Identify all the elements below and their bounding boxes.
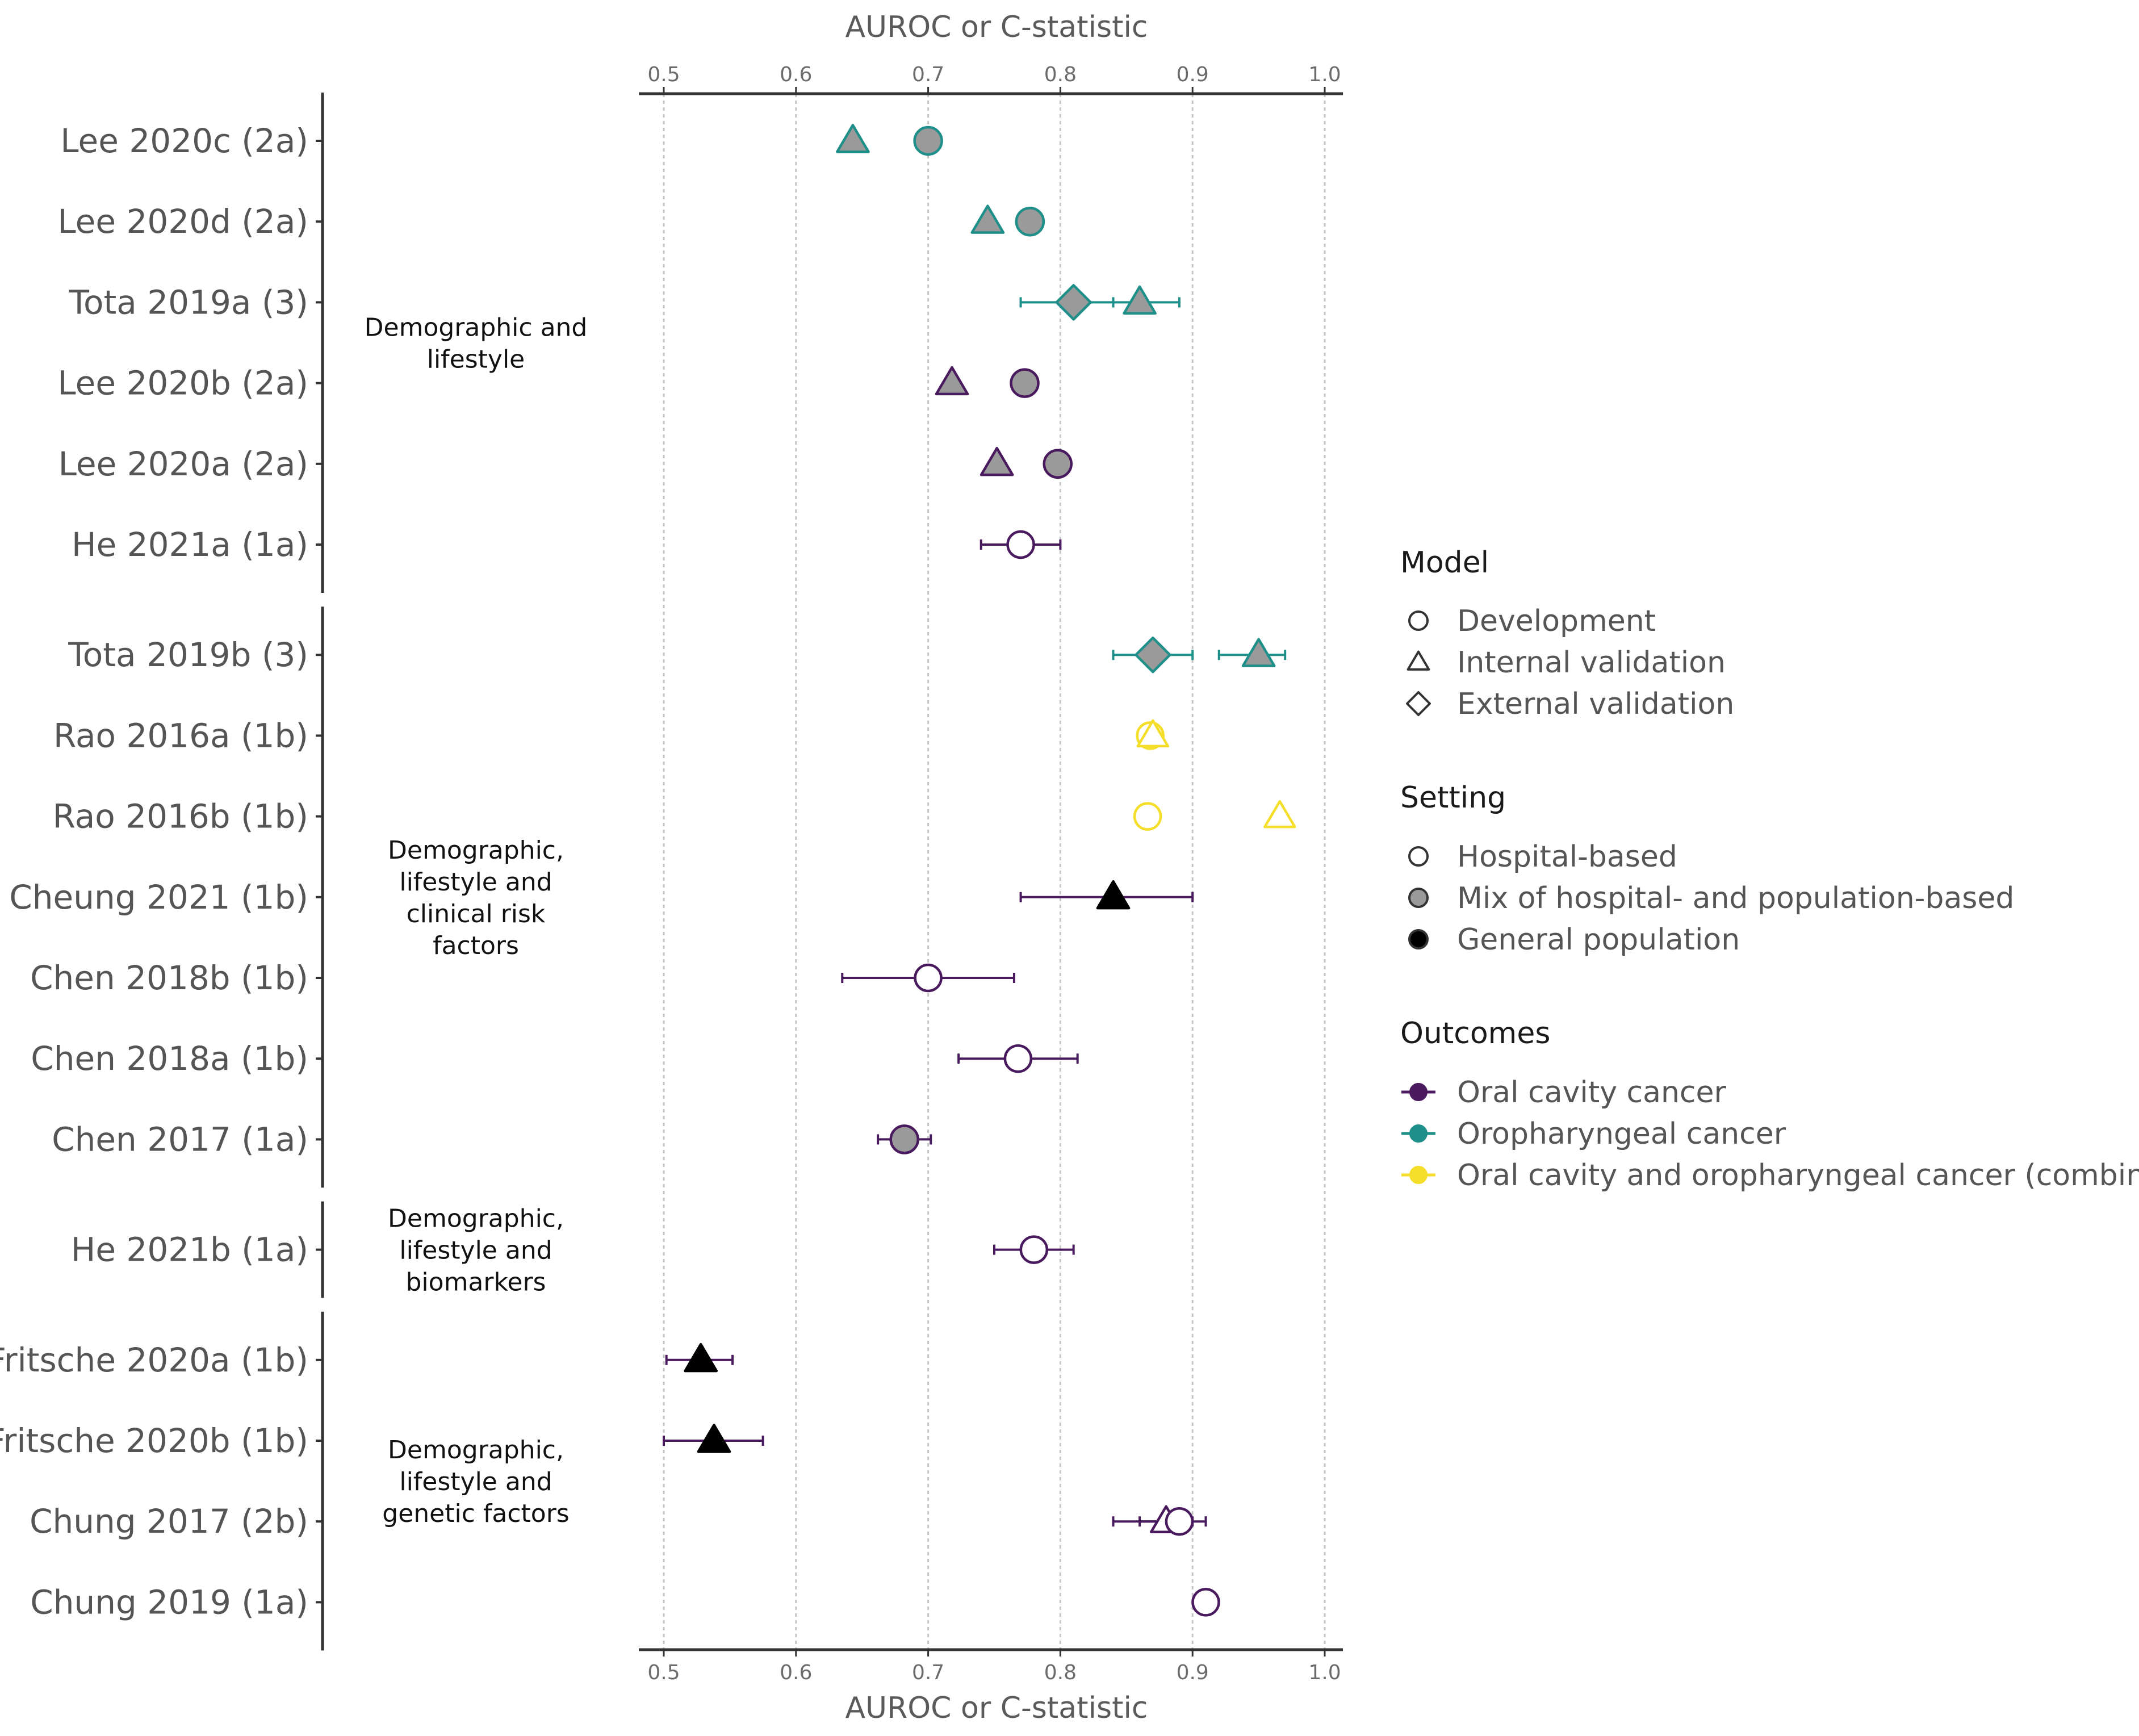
- legend-mixed-icon: [1408, 888, 1429, 908]
- bottom-tick-label: 0.6: [780, 1661, 812, 1684]
- legend-label: Oral cavity and oropharyngeal cancer (co…: [1457, 1158, 2139, 1193]
- row-label: Chen 2017 (1a): [52, 1120, 308, 1158]
- data-marks: [663, 124, 1296, 1617]
- legend-outcome-icon: [1409, 1124, 1428, 1143]
- row-label: Lee 2020a (2a): [58, 445, 308, 483]
- marker-circle-oral-cavity: [1043, 449, 1073, 479]
- legend-circle-icon: [1408, 610, 1429, 631]
- marker-triangle-oropharyngeal: [1241, 638, 1276, 667]
- marker-circle-oral-cavity: [1165, 1507, 1194, 1536]
- legend-outcome-icon: [1409, 1083, 1428, 1101]
- row-label: Fritsche 2020b (1b): [0, 1421, 308, 1460]
- marker-circle-oral-cavity: [1010, 368, 1040, 398]
- marker-circle-oral-cavity: [889, 1124, 919, 1154]
- marker-diamond-oropharyngeal: [1135, 636, 1171, 674]
- legend-title-model: Model: [1400, 546, 1489, 580]
- top-tick-label: 1.0: [1308, 63, 1341, 86]
- marker-circle-oral-cavity: [1191, 1588, 1220, 1617]
- legend-label: External validation: [1457, 687, 1734, 721]
- group-label: Demographic, lifestyle and biomarkers: [388, 1204, 564, 1297]
- group-labels: Demographic and lifestyle Demographic, life…: [321, 93, 588, 1651]
- legend-label: Oral cavity cancer: [1457, 1076, 1727, 1110]
- row-label: Lee 2020c (2a): [60, 122, 308, 160]
- legend-label: General population: [1457, 923, 1740, 957]
- marker-triangle-oropharyngeal: [836, 124, 870, 153]
- marker-triangle-oral-cavity: [684, 1342, 718, 1373]
- marker-triangle-oral-cavity: [1096, 880, 1131, 910]
- marker-triangle-combined: [1263, 800, 1296, 829]
- marker-triangle-oropharyngeal: [970, 204, 1005, 234]
- legend-label: Mix of hospital- and population-based: [1457, 881, 2014, 915]
- legend: Model Development Internal validation Exter…: [1400, 546, 2139, 1193]
- row-label: Chung 2019 (1a): [30, 1583, 308, 1621]
- bottom-tick-label: 1.0: [1308, 1661, 1341, 1684]
- marker-triangle-oropharyngeal: [1123, 285, 1157, 315]
- legend-outcome-icon: [1409, 1166, 1428, 1184]
- top-tick-label: 0.6: [780, 63, 812, 86]
- top-tick-label: 0.5: [647, 63, 680, 86]
- marker-circle-oral-cavity: [1006, 530, 1035, 559]
- row-label: Lee 2020d (2a): [57, 202, 308, 241]
- bottom-tick-label: 0.8: [1044, 1661, 1077, 1684]
- marker-triangle-oral-cavity: [979, 446, 1014, 476]
- legend-diamond-icon: [1406, 691, 1431, 716]
- row-label: Tota 2019b (3): [68, 635, 308, 674]
- marker-triangle-oral-cavity: [935, 366, 969, 396]
- legend-triangle-icon: [1407, 650, 1430, 671]
- row-label: Rao 2016b (1b): [53, 797, 308, 836]
- legend-general-icon: [1408, 929, 1429, 949]
- marker-circle-oropharyngeal: [1015, 206, 1045, 237]
- legend-title-outcomes: Outcomes: [1400, 1016, 1550, 1051]
- x-axes: 0.5 0.5 0.6 0.6 0.7 0.7 0.8 0.8 0.9 0.9 1.0 1.0 AURO…: [639, 10, 1343, 1725]
- top-tick-label: 0.8: [1044, 63, 1077, 86]
- row-label: Lee 2020b (2a): [57, 364, 308, 403]
- legend-hospital-icon: [1408, 846, 1429, 867]
- legend-title-setting: Setting: [1400, 781, 1506, 815]
- bottom-tick-label: 0.7: [912, 1661, 944, 1684]
- marker-triangle-combined: [1136, 719, 1170, 748]
- bottom-tick-label: 0.9: [1177, 1661, 1209, 1684]
- marker-triangle-oral-cavity: [697, 1424, 731, 1453]
- marker-circle-oral-cavity: [914, 963, 943, 993]
- row-label: He 2021a (1a): [72, 525, 308, 564]
- marker-circle-oral-cavity: [1003, 1044, 1033, 1073]
- row-label: Tota 2019a (3): [68, 283, 308, 321]
- bottom-tick-label: 0.5: [647, 1661, 680, 1684]
- row-label: He 2021b (1a): [71, 1231, 308, 1269]
- top-tick-label: 0.9: [1177, 63, 1209, 86]
- row-label: Chen 2018b (1b): [30, 959, 308, 997]
- row-labels: Lee 2020c (2a) Lee 2020d (2a) Tota 2019a (…: [0, 122, 323, 1621]
- legend-label: Hospital-based: [1457, 840, 1677, 874]
- legend-label: Development: [1457, 604, 1656, 638]
- row-label: Chen 2018a (1b): [31, 1039, 308, 1078]
- gridlines: [663, 94, 1326, 1650]
- marker-circle-oropharyngeal: [913, 126, 943, 156]
- group-label: Demographic, lifestyle and clinical risk fa…: [388, 836, 564, 960]
- row-label: Cheung 2021 (1b): [9, 878, 308, 917]
- legend-label: Internal validation: [1457, 646, 1726, 680]
- group-label: Demographic, lifestyle and genetic factors: [382, 1436, 569, 1528]
- group-label: Demographic and lifestyle: [365, 313, 588, 374]
- top-axis-title: AUROC or C-statistic: [845, 10, 1148, 44]
- row-label: Chung 2017 (2b): [30, 1502, 308, 1541]
- row-label: Fritsche 2020a (1b): [0, 1341, 308, 1379]
- legend-label: Oropharyngeal cancer: [1457, 1117, 1786, 1151]
- marker-circle-oral-cavity: [1019, 1235, 1049, 1264]
- bottom-axis-title: AUROC or C-statistic: [845, 1691, 1148, 1725]
- marker-diamond-oropharyngeal: [1055, 284, 1092, 321]
- marker-circle-combined: [1133, 802, 1162, 831]
- row-label: Rao 2016a (1b): [53, 716, 308, 755]
- top-tick-label: 0.7: [912, 63, 944, 86]
